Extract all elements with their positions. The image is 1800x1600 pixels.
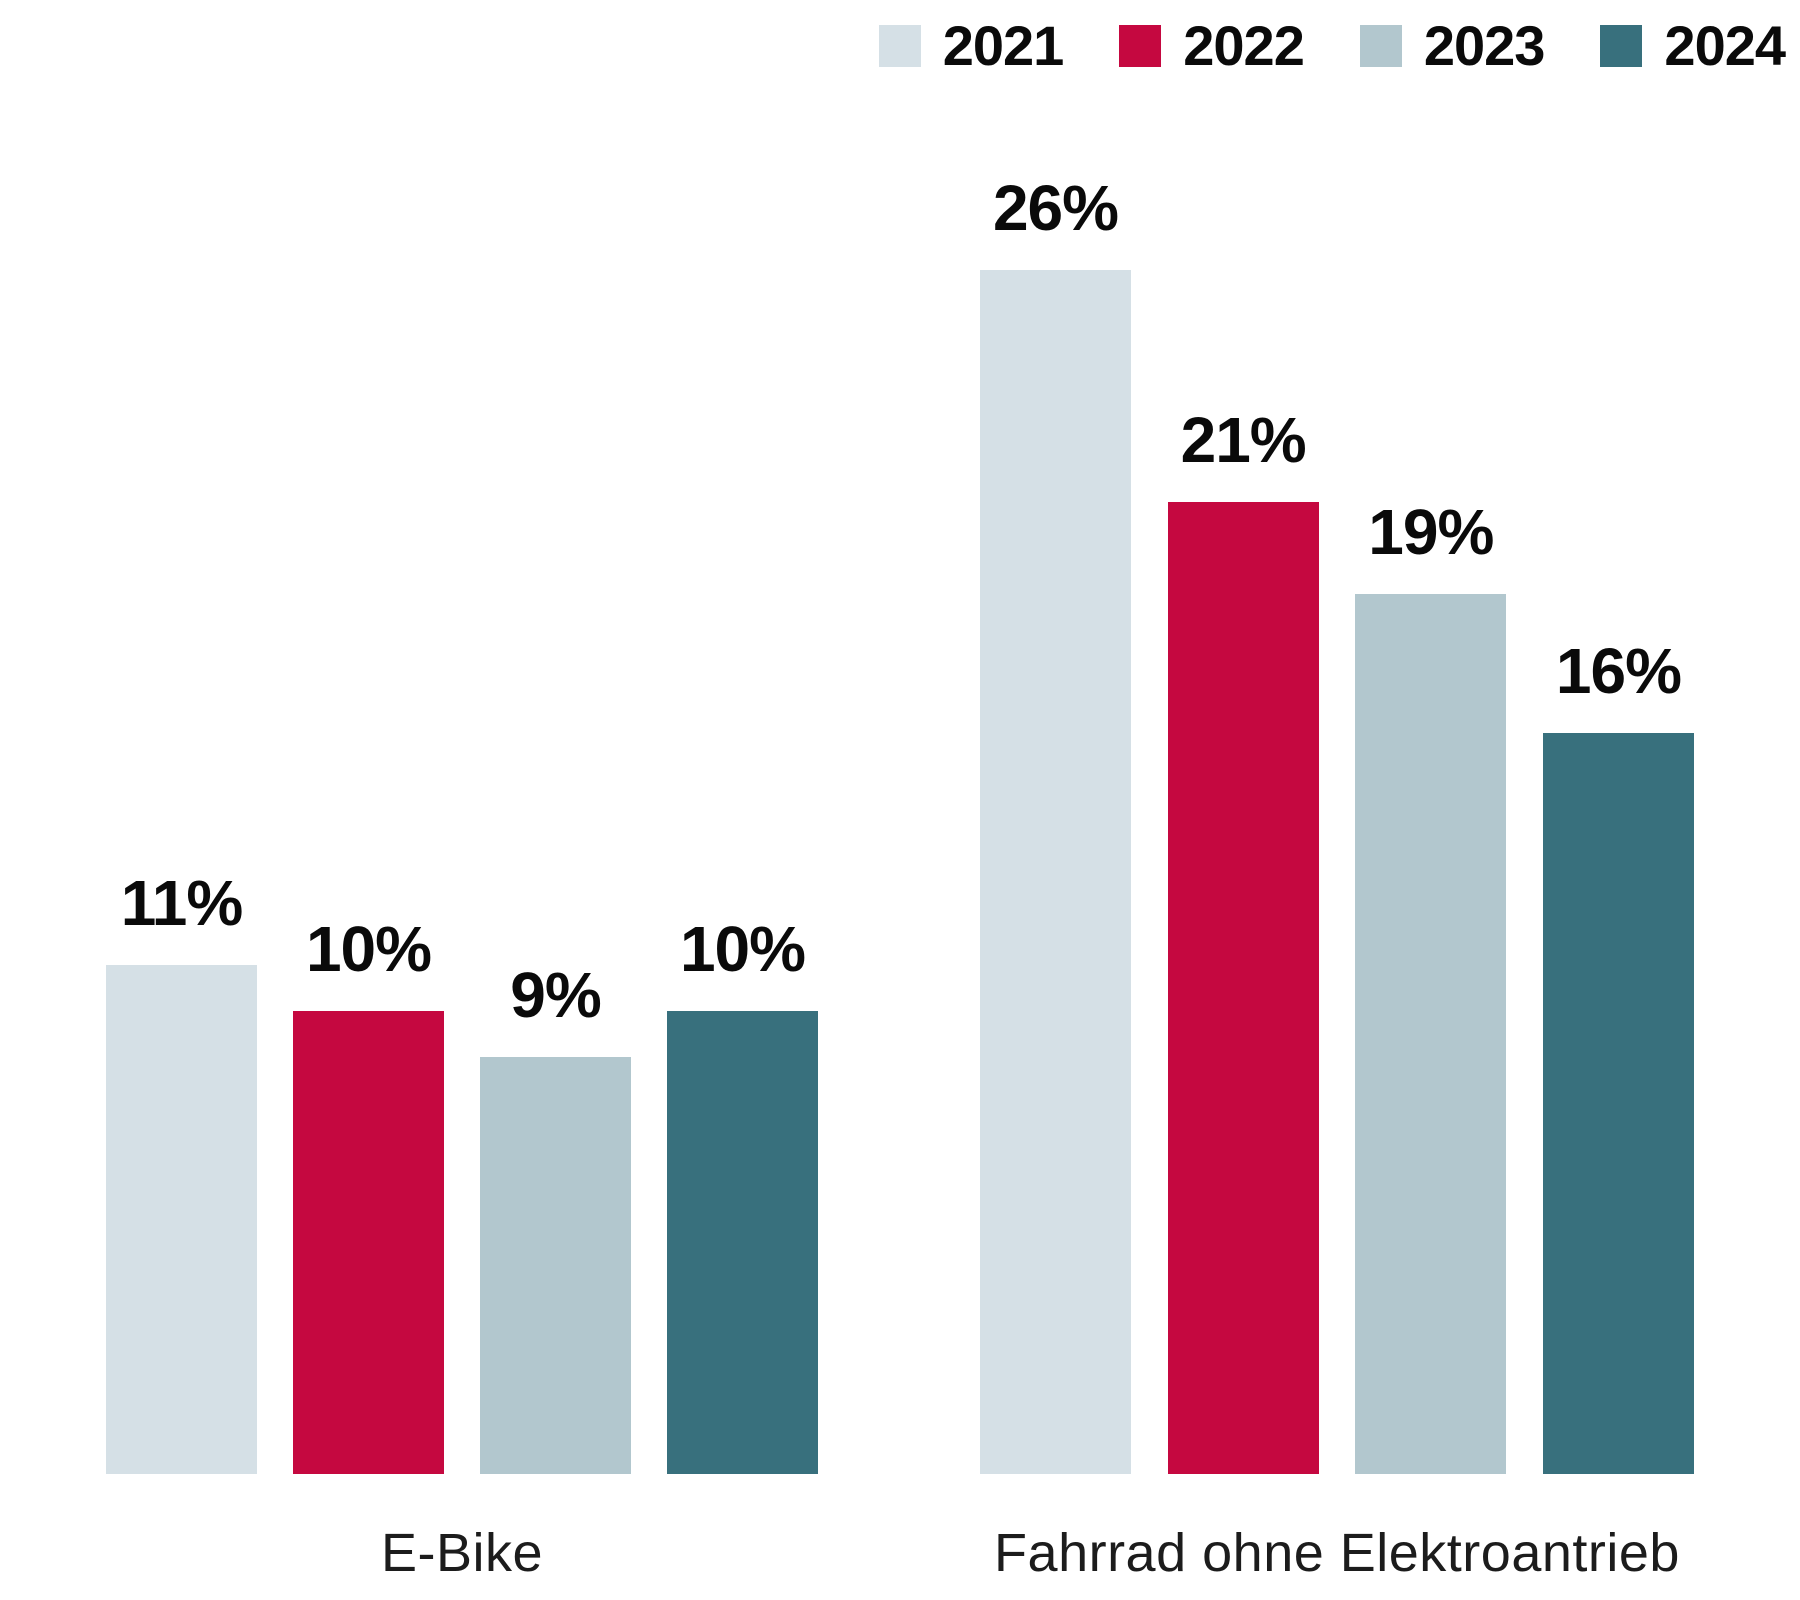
bar-value-label: 19% <box>1368 496 1494 568</box>
category-label-fahrrad: Fahrrad ohne Elektroantrieb <box>994 1523 1680 1583</box>
chart-legend: 2021 2022 2023 2024 <box>878 14 1786 77</box>
bar-value-label: 10% <box>305 913 432 985</box>
bar-column-2024: 10% <box>667 917 818 1474</box>
bar-2022-Fahrrad ohne Elektroantrieb <box>1167 502 1319 1474</box>
bar-value-label: 9% <box>510 959 601 1031</box>
legend-item-2024: 2024 <box>1600 14 1786 77</box>
legend-swatch-2024 <box>1600 25 1643 67</box>
bar-value-label: 21% <box>1180 404 1307 476</box>
bar-2024-Fahrrad ohne Elektroantrieb <box>1542 733 1694 1474</box>
legend-swatch-2022 <box>1119 25 1162 67</box>
bar-2023-Fahrrad ohne Elektroantrieb <box>1355 594 1507 1474</box>
legend-item-2021: 2021 <box>878 14 1065 77</box>
bar-column-2023: 9% <box>480 963 631 1474</box>
plot-area: 11% 10% 9% 10% 26% 21% 19% 16% <box>106 0 1694 1474</box>
bar-2024-E-Bike <box>667 1011 818 1474</box>
bar-column-2024: 16% <box>1542 635 1694 1474</box>
bar-group-fahrrad-ohne-elektroantrieb: 26% 21% 19% 16% <box>980 0 1694 1474</box>
bar-column-2021: 26% <box>980 176 1131 1474</box>
legend-label-2021: 2021 <box>942 14 1065 77</box>
bar-column-2023: 19% <box>1355 496 1507 1474</box>
legend-label-2023: 2023 <box>1423 14 1546 77</box>
bar-group-e-bike: 11% 10% 9% 10% <box>106 0 818 1474</box>
legend-item-2023: 2023 <box>1359 14 1546 77</box>
bar-value-label: 10% <box>679 913 806 985</box>
bar-2021-E-Bike <box>106 965 257 1474</box>
legend-label-2022: 2022 <box>1183 14 1305 77</box>
bar-column-2022: 10% <box>293 917 444 1474</box>
bar-column-2021: 11% <box>106 871 257 1474</box>
bar-value-label: 26% <box>992 172 1119 244</box>
legend-swatch-2021 <box>878 25 921 67</box>
bar-2022-E-Bike <box>293 1011 444 1474</box>
bar-value-label: 16% <box>1555 635 1682 707</box>
legend-label-2024: 2024 <box>1664 14 1786 77</box>
bar-value-label: 11% <box>120 867 244 939</box>
legend-item-2022: 2022 <box>1119 14 1305 77</box>
category-label-e-bike: E-Bike <box>380 1523 544 1583</box>
legend-swatch-2023 <box>1359 25 1402 67</box>
bar-column-2022: 21% <box>1167 404 1319 1474</box>
bar-2023-E-Bike <box>480 1057 631 1474</box>
bar-2021-Fahrrad ohne Elektroantrieb <box>980 270 1131 1474</box>
